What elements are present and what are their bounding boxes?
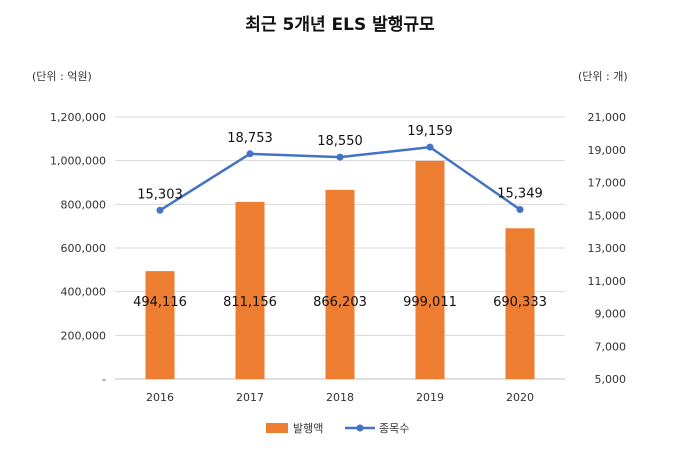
right-tick-label: 13,000: [588, 242, 627, 255]
bar-value-label: 494,116: [133, 295, 187, 310]
bar-value-label: 866,203: [313, 295, 367, 310]
line-value-label: 19,159: [407, 124, 453, 139]
x-tick-label: 2016: [146, 391, 174, 404]
line-value-label: 18,550: [317, 134, 363, 149]
left-tick-label: 1,200,000: [50, 111, 106, 124]
legend-line-marker: [356, 424, 364, 432]
x-tick-label: 2020: [506, 391, 534, 404]
bar-value-label: 999,011: [403, 295, 457, 310]
right-tick-label: 19,000: [588, 144, 627, 157]
bar-2020: [505, 228, 535, 379]
legend-line-label: 종목수: [379, 422, 409, 435]
bar-2017: [235, 201, 265, 379]
right-tick-label: 11,000: [588, 275, 627, 288]
line-value-label: 15,303: [137, 187, 183, 202]
line-point-2019: [426, 143, 434, 151]
right-unit-label: (단위 : 개): [578, 70, 628, 83]
x-tick-label: 2017: [236, 391, 264, 404]
legend-bar-label: 발행액: [293, 422, 323, 435]
right-tick-label: 15,000: [588, 209, 627, 222]
bar-2019: [415, 160, 445, 379]
line-point-2020: [516, 206, 524, 214]
bar-value-label: 690,333: [493, 295, 547, 310]
right-tick-label: 7,000: [595, 340, 627, 353]
line-point-2016: [156, 206, 164, 214]
right-tick-label: 21,000: [588, 111, 627, 124]
right-tick-label: 17,000: [588, 177, 627, 190]
left-tick-label: 600,000: [61, 242, 107, 255]
line-point-2017: [246, 150, 254, 158]
bar-2018: [325, 189, 355, 379]
left-tick-label: 800,000: [61, 198, 107, 211]
legend-bar-swatch: [266, 423, 288, 433]
line-value-label: 18,753: [227, 131, 273, 146]
x-tick-label: 2018: [326, 391, 354, 404]
line-value-label: 15,349: [497, 187, 543, 202]
left-unit-label: (단위 : 억원): [32, 70, 92, 83]
left-tick-label: 400,000: [61, 286, 107, 299]
bar-2016: [145, 271, 175, 379]
right-tick-label: 9,000: [595, 308, 627, 321]
right-tick-label: 5,000: [595, 373, 627, 386]
left-tick-label: 200,000: [61, 329, 107, 342]
chart-title: 최근 5개년 ELS 발행규모: [245, 15, 435, 35]
x-tick-label: 2019: [416, 391, 444, 404]
bar-value-label: 811,156: [223, 295, 277, 310]
left-tick-label: -: [102, 373, 106, 386]
line-point-2018: [336, 153, 344, 161]
left-tick-label: 1,000,000: [50, 155, 106, 168]
